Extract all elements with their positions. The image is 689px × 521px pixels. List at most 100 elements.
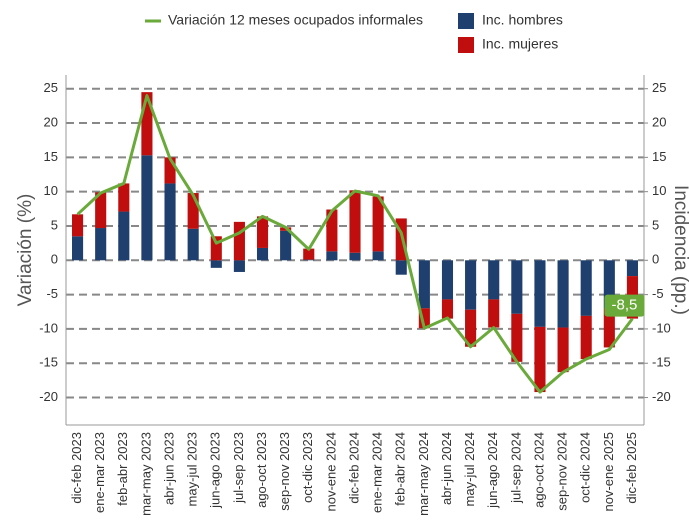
bar <box>511 313 523 362</box>
x-tick-label: feb-abr 2024 <box>393 432 408 506</box>
bar <box>326 209 338 252</box>
bar <box>72 236 84 261</box>
y2-tick-label: 20 <box>652 114 666 129</box>
y2-tick-label: 25 <box>652 80 666 95</box>
y-axis-title: Variación (%) <box>15 194 36 307</box>
bar <box>233 260 245 272</box>
x-tick-label: jun-ago 2023 <box>208 432 223 509</box>
x-tick-label: mar-may 2023 <box>138 432 153 516</box>
y2-tick-label: -5 <box>652 286 664 301</box>
y2-tick-label: 5 <box>652 217 659 232</box>
legend-label: Inc. mujeres <box>482 36 558 52</box>
bar <box>603 260 615 309</box>
bar <box>488 260 500 300</box>
bar <box>488 299 500 328</box>
x-tick-label: oct-dic 2023 <box>300 432 315 503</box>
legend-label: Inc. hombres <box>482 12 563 28</box>
bar <box>580 260 592 316</box>
bar <box>580 315 592 360</box>
bar <box>72 214 84 237</box>
x-tick-label: ago-oct 2024 <box>531 432 546 508</box>
y2-tick-label: -20 <box>652 389 671 404</box>
x-tick-label: may-jul 2023 <box>185 432 200 506</box>
bar <box>465 260 477 310</box>
bar <box>141 92 153 156</box>
y-tick-label: 25 <box>44 80 58 95</box>
bar <box>395 218 407 261</box>
bar <box>626 260 638 277</box>
y-tick-label: 10 <box>44 183 58 198</box>
bar <box>187 193 199 229</box>
y-tick-label: 5 <box>51 217 58 232</box>
bar <box>303 248 315 260</box>
x-tick-label: jul-sep 2023 <box>231 432 246 504</box>
bar <box>187 228 199 261</box>
x-tick-label: jul-sep 2024 <box>508 432 523 504</box>
y2-tick-label: 15 <box>652 149 666 164</box>
bar <box>118 211 130 261</box>
bar <box>418 308 430 329</box>
x-tick-label: abr-jun 2023 <box>161 432 176 505</box>
x-tick-label: dic-feb 2023 <box>69 432 84 504</box>
y-tick-label: -15 <box>39 355 58 370</box>
legend-swatch <box>458 37 474 53</box>
bar <box>557 327 569 373</box>
legend-label: Variación 12 meses ocupados informales <box>168 12 423 28</box>
bar <box>395 260 407 275</box>
x-tick-label: ene-mar 2023 <box>92 432 107 513</box>
x-tick-label: jun-ago 2024 <box>485 432 500 509</box>
bar <box>118 183 130 212</box>
x-tick-label: mar-may 2024 <box>416 432 431 516</box>
x-tick-label: dic-feb 2024 <box>346 432 361 504</box>
bar <box>164 183 176 261</box>
bar <box>465 309 477 347</box>
y2-tick-label: 10 <box>652 183 666 198</box>
x-tick-label: nov-ene 2025 <box>601 432 616 512</box>
bar <box>349 252 361 261</box>
bar <box>256 216 269 248</box>
value-label: -8,5 <box>612 297 638 314</box>
bar <box>534 260 546 327</box>
y2-tick-label: -10 <box>652 320 671 335</box>
bar <box>210 236 222 261</box>
bar <box>95 192 107 229</box>
x-tick-label: ago-oct 2023 <box>254 432 269 508</box>
bar <box>534 326 546 393</box>
bar <box>95 228 107 261</box>
x-tick-label: abr-jun 2024 <box>439 432 454 505</box>
bar <box>557 260 569 328</box>
x-tick-label: sep-nov 2023 <box>277 432 292 511</box>
bar <box>303 259 315 261</box>
bar <box>418 260 430 309</box>
y-tick-label: -5 <box>46 286 58 301</box>
bar <box>372 251 384 261</box>
x-tick-label: may-jul 2024 <box>462 432 477 506</box>
bar <box>441 260 454 300</box>
bar <box>210 260 222 268</box>
bar <box>349 190 361 253</box>
bar <box>141 155 153 261</box>
x-tick-label: nov-ene 2024 <box>323 432 338 512</box>
bar <box>603 308 615 348</box>
x-tick-label: feb-abr 2023 <box>115 432 130 506</box>
bar <box>372 196 384 252</box>
y2-tick-label: 0 <box>652 252 659 267</box>
line <box>76 94 634 394</box>
y2-tick-label: -15 <box>652 355 671 370</box>
x-tick-label: dic-feb 2025 <box>624 432 639 504</box>
bar <box>256 247 269 261</box>
y2-axis-title: Incidencia (pp.) <box>670 185 689 315</box>
y-tick-label: 20 <box>44 114 58 129</box>
y-tick-label: -20 <box>39 389 58 404</box>
bar <box>326 251 338 261</box>
bar <box>164 157 176 184</box>
x-tick-label: sep-nov 2024 <box>555 432 570 511</box>
bar <box>233 221 245 261</box>
value-label-box <box>604 294 645 317</box>
bar <box>511 260 523 314</box>
legend-swatch <box>458 13 474 29</box>
y-tick-label: 0 <box>51 252 58 267</box>
x-tick-label: ene-mar 2024 <box>370 432 385 513</box>
y-tick-label: -10 <box>39 320 58 335</box>
